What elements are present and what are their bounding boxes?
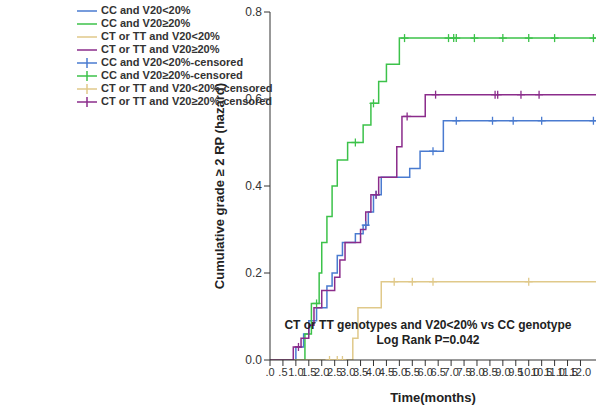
svg-text:0.0: 0.0 (245, 353, 262, 367)
svg-text:12.0: 12.0 (570, 366, 591, 378)
svg-text:Cumulative grade ≥ 2 RP (hazar: Cumulative grade ≥ 2 RP (hazard) (212, 83, 227, 289)
svg-text:.0: .0 (265, 366, 274, 378)
svg-text:0.6: 0.6 (245, 92, 262, 106)
svg-text:0.8: 0.8 (245, 5, 262, 19)
svg-text:Time(months): Time(months) (390, 390, 476, 405)
svg-text:.5: .5 (278, 366, 287, 378)
svg-text:0.4: 0.4 (245, 179, 262, 193)
svg-text:0.2: 0.2 (245, 266, 262, 280)
